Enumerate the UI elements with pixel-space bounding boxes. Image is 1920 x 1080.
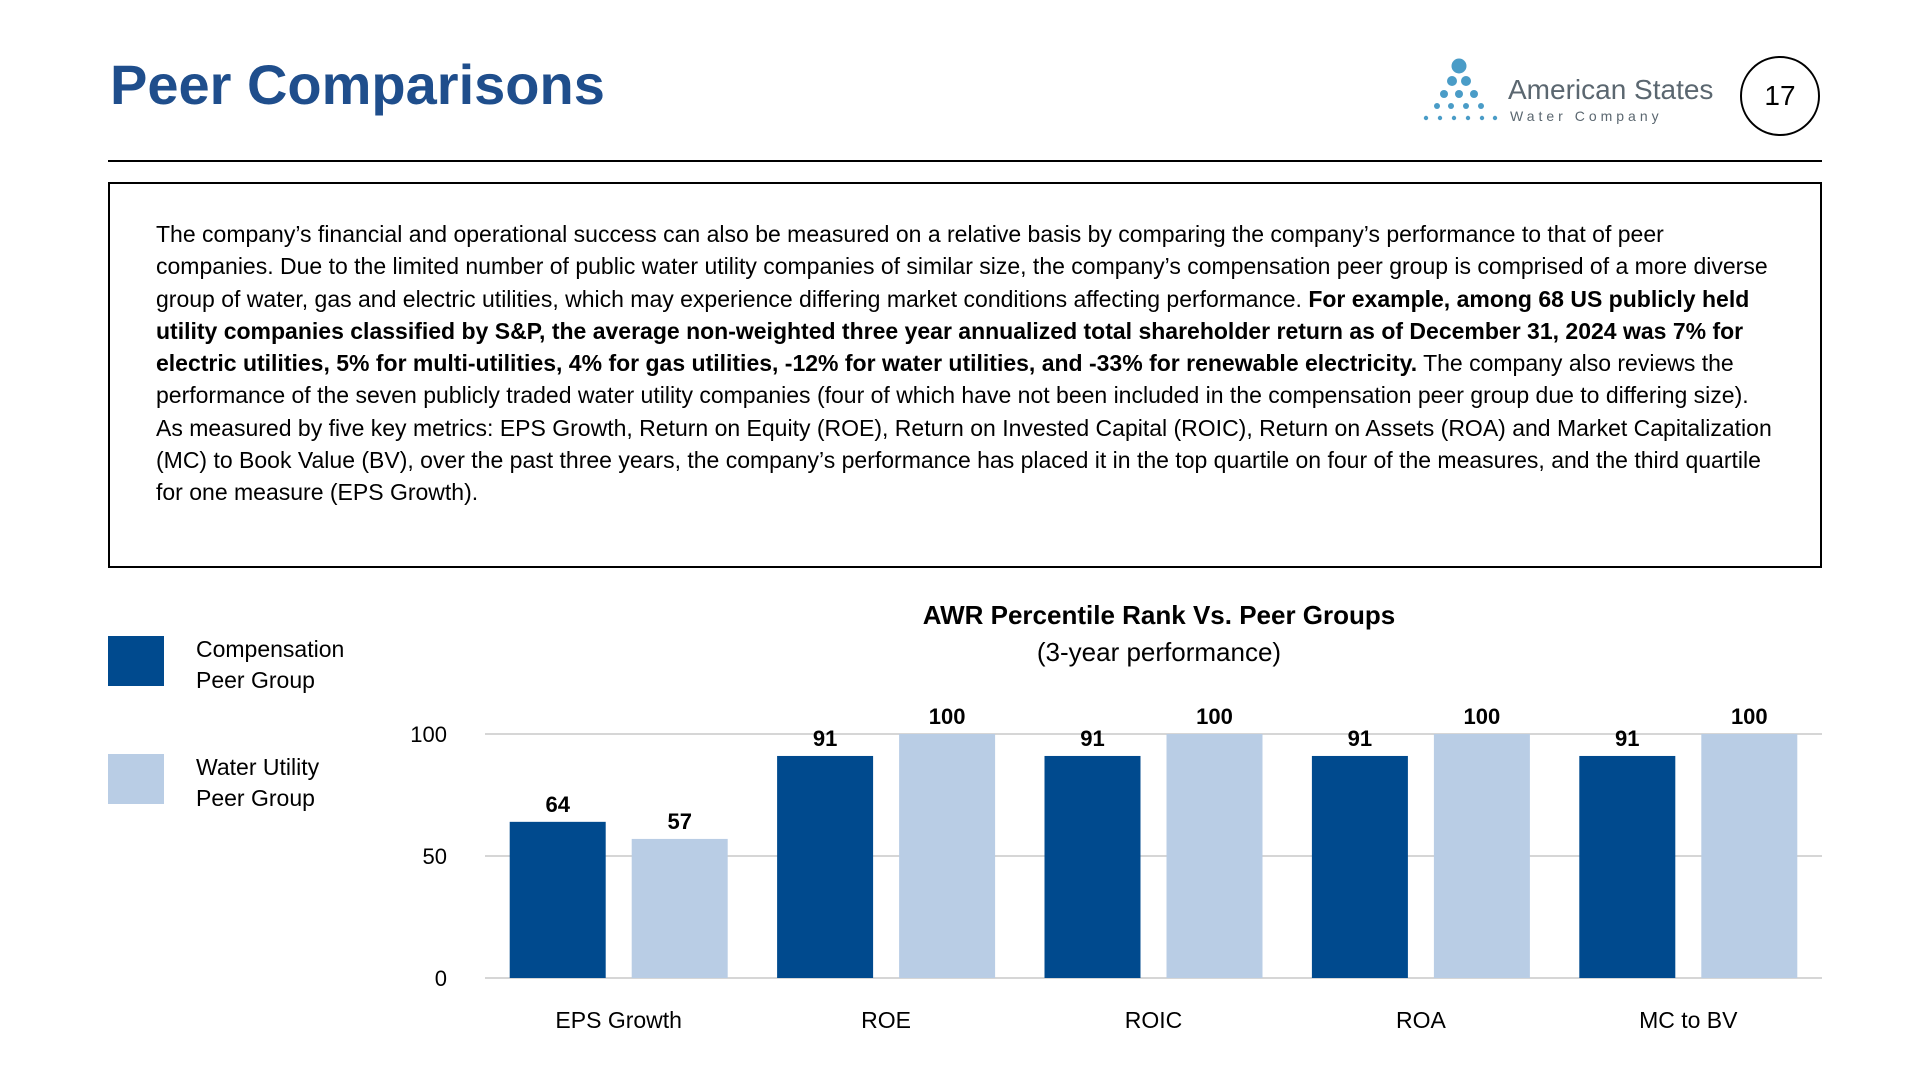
y-tick-label: 0 [435, 966, 447, 991]
data-label: 91 [1615, 726, 1639, 751]
chart-title: AWR Percentile Rank Vs. Peer Groups [923, 600, 1396, 630]
description-intro: The company’s financial and operational … [156, 221, 1768, 312]
legend-label-line: Peer Group [196, 785, 315, 811]
y-tick-label: 100 [410, 722, 447, 747]
x-tick-label: MC to BV [1639, 1007, 1738, 1033]
header-divider [108, 160, 1822, 162]
data-label: 91 [1348, 726, 1372, 751]
bar [899, 734, 996, 978]
water-drops-triangle-icon [1423, 58, 1498, 121]
data-label: 100 [1196, 704, 1233, 729]
chart-subtitle: (3-year performance) [1037, 637, 1281, 667]
x-tick-label: ROA [1396, 1007, 1447, 1033]
legend-swatch-compensation [108, 636, 164, 686]
legend-label-water-utility: Water Utility Peer Group [196, 752, 396, 814]
bar [1701, 734, 1798, 978]
data-label: 100 [1464, 704, 1501, 729]
y-tick-label: 50 [423, 844, 447, 869]
bar [777, 755, 874, 978]
bar [1166, 734, 1263, 978]
description-box: The company’s financial and operational … [108, 182, 1822, 568]
x-tick-label: EPS Growth [555, 1007, 682, 1033]
description-paragraph: The company’s financial and operational … [156, 218, 1774, 509]
description-detail: The company also reviews the performance… [156, 350, 1772, 506]
bar [1311, 755, 1408, 978]
page-title: Peer Comparisons [110, 53, 605, 116]
legend-label-line: Water Utility [196, 754, 320, 780]
data-label: 100 [929, 704, 966, 729]
x-tick-label: ROIC [1125, 1007, 1183, 1033]
logo-name: American States [1508, 74, 1714, 105]
data-label: 64 [545, 792, 570, 817]
logo-subtitle: Water Company [1510, 108, 1663, 124]
data-label: 57 [667, 809, 691, 834]
page-number: 17 [1740, 56, 1820, 136]
bar [1579, 755, 1676, 978]
bar [1044, 755, 1141, 978]
legend-label-line: Peer Group [196, 667, 315, 693]
data-label: 91 [1080, 726, 1104, 751]
description-highlight: For example, among 68 US publicly held u… [156, 285, 1750, 377]
legend-label-line: Compensation [196, 636, 345, 662]
legend-label-compensation: Compensation Peer Group [196, 634, 396, 696]
bar [509, 821, 606, 978]
bar [1433, 734, 1530, 978]
legend-swatch-water-utility [108, 754, 164, 804]
data-label: 100 [1731, 704, 1768, 729]
data-label: 91 [813, 726, 837, 751]
x-tick-label: ROE [861, 1007, 911, 1033]
company-logo: American States Water Company [1418, 56, 1718, 126]
bar [631, 838, 728, 978]
